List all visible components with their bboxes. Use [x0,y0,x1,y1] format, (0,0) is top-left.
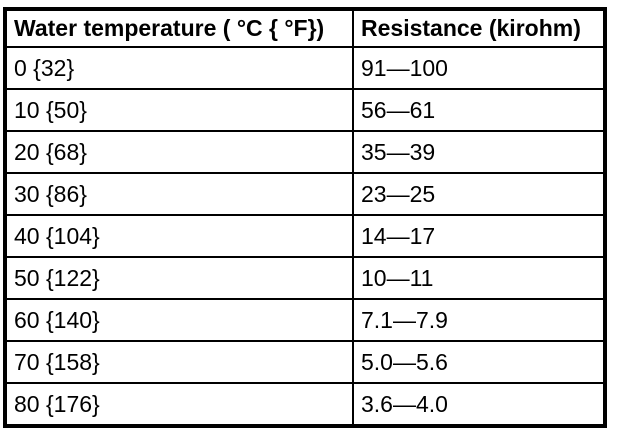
cell-temperature: 70 {158} [4,340,354,384]
cell-temperature: 40 {104} [4,214,354,258]
cell-resistance: 10—11 [352,256,606,300]
cell-temperature: 20 {68} [4,130,354,174]
cell-resistance: 14—17 [352,214,606,258]
table-row: 40 {104} 14—17 [4,214,606,258]
temperature-resistance-table: Water temperature ( °C { °F}) Resistance… [3,7,607,428]
cell-resistance: 3.6—4.0 [352,382,606,427]
cell-temperature: 80 {176} [4,382,354,427]
header-row: Water temperature ( °C { °F}) Resistance… [4,8,606,48]
cell-resistance: 5.0—5.6 [352,340,606,384]
cell-temperature: 10 {50} [4,88,354,132]
cell-resistance: 35—39 [352,130,606,174]
cell-resistance: 56—61 [352,88,606,132]
table-row: 50 {122} 10—11 [4,256,606,300]
table-row: 60 {140} 7.1—7.9 [4,298,606,342]
cell-temperature: 50 {122} [4,256,354,300]
table-body: 0 {32} 91—100 10 {50} 56—61 20 {68} 35—39 30 {… [4,46,606,427]
table-row: 0 {32} 91—100 [4,46,606,90]
cell-temperature: 60 {140} [4,298,354,342]
cell-temperature: 30 {86} [4,172,354,216]
cell-resistance: 91—100 [352,46,606,90]
cell-resistance: 7.1—7.9 [352,298,606,342]
cell-temperature: 0 {32} [4,46,354,90]
cell-resistance: 23—25 [352,172,606,216]
column-header-water-temperature: Water temperature ( °C { °F}) [4,8,354,48]
table-row: 70 {158} 5.0—5.6 [4,340,606,384]
table-row: 20 {68} 35—39 [4,130,606,174]
table-row: 30 {86} 23—25 [4,172,606,216]
column-header-resistance: Resistance (kirohm) [352,8,606,48]
table-row: 80 {176} 3.6—4.0 [4,382,606,427]
table-row: 10 {50} 56—61 [4,88,606,132]
